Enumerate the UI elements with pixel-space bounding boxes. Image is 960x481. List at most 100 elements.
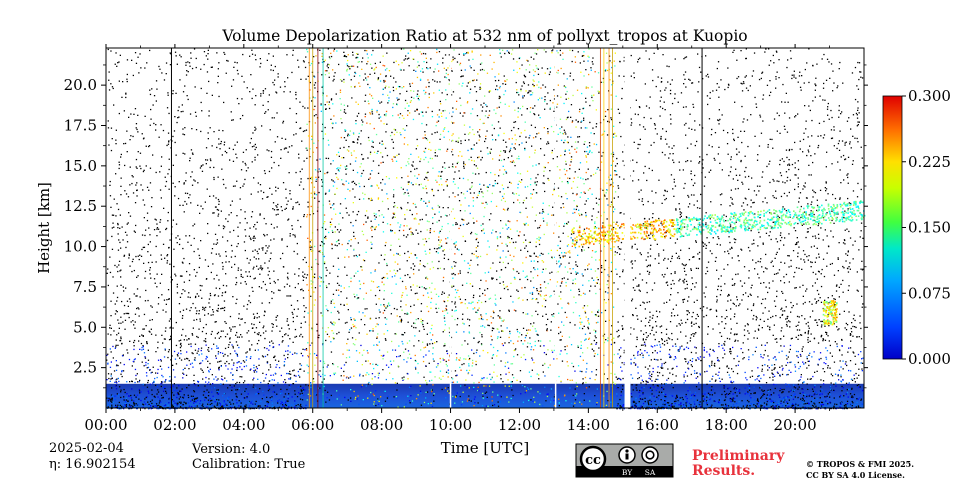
- noise-dot: [567, 182, 569, 185]
- noise-dot: [314, 273, 316, 275]
- noise-dot: [208, 80, 210, 83]
- noise-dot: [635, 99, 637, 101]
- noise-dot: [737, 273, 739, 275]
- noise-dot: [181, 104, 183, 106]
- noise-dot: [547, 177, 549, 180]
- noise-dot: [178, 401, 180, 403]
- noise-dot: [474, 233, 477, 235]
- noise-dot: [265, 245, 267, 247]
- noise-dot: [473, 337, 475, 339]
- noise-dot: [700, 400, 703, 402]
- noise-dot: [157, 372, 159, 374]
- noise-dot: [218, 391, 220, 393]
- noise-dot: [817, 408, 819, 410]
- noise-dot: [604, 70, 607, 72]
- noise-dot: [518, 336, 520, 338]
- noise-dot: [126, 59, 129, 61]
- noise-dot: [282, 120, 285, 122]
- noise-dot: [248, 271, 250, 273]
- noise-dot: [664, 109, 666, 111]
- noise-dot: [249, 237, 252, 239]
- noise-dot: [383, 81, 385, 83]
- noise-dot: [300, 333, 302, 336]
- noise-dot: [510, 381, 512, 383]
- noise-dot: [784, 310, 786, 312]
- noise-dot: [413, 218, 415, 220]
- noise-dot: [486, 105, 488, 108]
- noise-dot: [787, 356, 789, 358]
- noise-dot: [306, 157, 308, 159]
- noise-dot: [773, 403, 775, 405]
- noise-dot: [236, 298, 238, 300]
- noise-dot: [109, 195, 112, 197]
- noise-dot: [517, 183, 519, 185]
- noise-dot: [343, 137, 346, 139]
- noise-dot: [143, 313, 146, 316]
- noise-dot: [564, 346, 566, 348]
- noise-dot: [738, 400, 740, 403]
- noise-dot: [456, 61, 459, 63]
- noise-dot: [323, 385, 325, 388]
- noise-dot: [408, 400, 411, 402]
- noise-dot: [233, 385, 235, 387]
- noise-dot: [807, 325, 810, 327]
- noise-dot: [649, 264, 651, 266]
- noise-dot: [440, 216, 442, 218]
- noise-dot: [674, 242, 677, 244]
- noise-dot: [769, 326, 771, 328]
- noise-dot: [198, 348, 200, 350]
- noise-dot: [262, 247, 264, 249]
- noise-dot: [112, 276, 114, 278]
- noise-dot: [393, 128, 395, 130]
- noise-dot: [139, 152, 142, 154]
- noise-dot: [726, 337, 729, 340]
- noise-dot: [131, 182, 133, 185]
- noise-dot: [299, 376, 301, 378]
- noise-dot: [687, 390, 689, 392]
- noise-dot: [791, 337, 793, 339]
- noise-dot: [119, 362, 122, 364]
- noise-dot: [460, 140, 462, 142]
- noise-dot: [649, 375, 651, 377]
- noise-dot: [670, 287, 672, 290]
- noise-dot: [463, 112, 465, 114]
- noise-dot: [295, 171, 297, 174]
- noise-dot: [648, 373, 650, 375]
- noise-dot: [189, 157, 191, 159]
- noise-dot: [380, 120, 382, 122]
- noise-dot: [235, 395, 238, 397]
- noise-dot: [273, 209, 276, 211]
- noise-dot: [196, 352, 198, 354]
- noise-dot: [174, 273, 176, 275]
- noise-dot: [583, 393, 585, 395]
- noise-dot: [236, 367, 238, 369]
- noise-dot: [441, 184, 443, 186]
- noise-dot: [551, 52, 553, 54]
- noise-dot: [558, 254, 561, 257]
- noise-dot: [390, 313, 392, 315]
- noise-dot: [323, 255, 325, 258]
- noise-dot: [615, 170, 617, 172]
- noise-dot: [441, 225, 443, 228]
- noise-dot: [141, 361, 143, 363]
- noise-dot: [805, 236, 807, 239]
- noise-dot: [601, 312, 603, 314]
- noise-dot: [332, 363, 335, 366]
- noise-dot: [156, 273, 158, 275]
- noise-dot: [346, 149, 349, 151]
- noise-dot: [664, 361, 667, 364]
- noise-dot: [227, 399, 229, 402]
- noise-dot: [675, 375, 677, 377]
- noise-dot: [169, 338, 172, 340]
- noise-dot: [838, 379, 840, 381]
- noise-dot: [332, 103, 334, 105]
- noise-dot: [808, 360, 810, 362]
- noise-dot: [426, 278, 429, 280]
- noise-dot: [816, 324, 819, 326]
- noise-dot: [690, 334, 693, 336]
- noise-dot: [757, 245, 759, 247]
- noise-dot: [540, 138, 542, 140]
- noise-dot: [610, 249, 612, 251]
- noise-dot: [823, 53, 825, 56]
- noise-dot: [765, 48, 767, 50]
